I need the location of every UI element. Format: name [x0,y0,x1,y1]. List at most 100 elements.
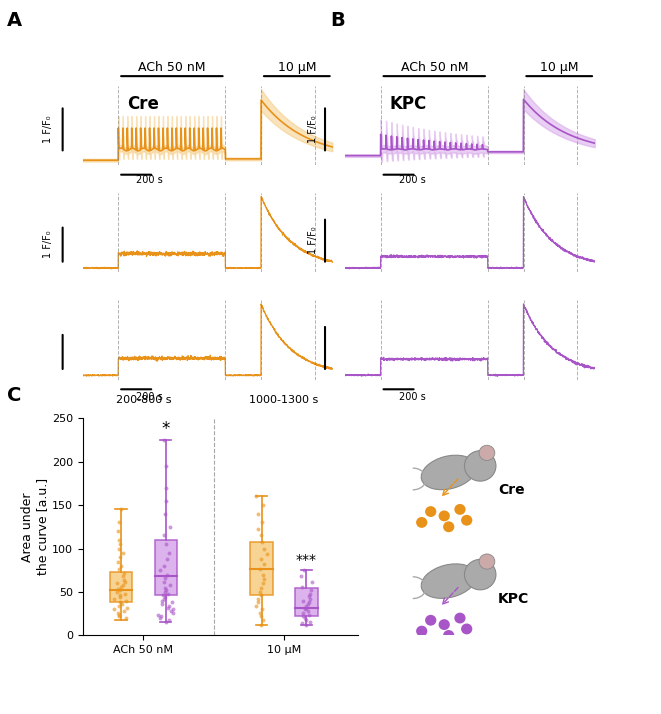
Point [165,521,176,533]
Circle shape [461,515,473,526]
Point [255,590,266,601]
Point [296,618,307,629]
FancyBboxPatch shape [110,572,132,603]
Point [307,576,317,588]
Point [253,593,264,605]
Point [163,600,174,612]
Point [114,591,125,603]
Text: C: C [7,386,21,405]
Point [301,602,312,613]
Point [251,491,261,502]
Point [161,482,172,493]
Point [163,602,174,613]
Point [161,495,171,506]
Point [118,567,129,578]
Point [258,578,268,589]
Point [257,499,268,511]
Circle shape [443,521,454,532]
Circle shape [465,559,496,590]
Point [160,585,171,596]
Point [305,593,315,605]
Point [299,603,310,615]
Text: 1 F/F₀: 1 F/F₀ [43,116,53,144]
Point [114,609,124,620]
FancyBboxPatch shape [295,588,317,616]
Point [303,598,313,610]
Point [112,586,123,598]
Text: 10 μM: 10 μM [278,61,316,74]
Point [300,614,311,625]
Point [159,576,169,588]
Point [159,593,169,605]
Point [299,565,309,576]
Point [297,595,308,606]
Point [160,582,171,593]
Point [108,603,119,615]
Point [303,590,314,602]
Point [253,523,264,535]
Point [251,600,261,612]
Text: 10 μM: 10 μM [540,61,578,74]
FancyBboxPatch shape [251,541,273,595]
Text: B: B [330,11,345,30]
Point [256,610,266,622]
Point [116,503,126,515]
Point [162,553,173,565]
Text: 200 s: 200 s [399,391,425,401]
Circle shape [454,504,465,515]
Circle shape [465,451,496,481]
Point [113,526,124,537]
Point [113,555,124,567]
Point [306,585,317,596]
Circle shape [416,625,428,637]
Text: KPC: KPC [390,95,427,114]
Point [296,581,307,593]
Text: *: * [161,420,170,438]
Point [303,597,314,608]
Point [258,573,269,585]
Circle shape [479,554,495,569]
Point [117,570,128,582]
Point [167,597,177,608]
Point [118,579,128,590]
Point [258,569,268,580]
Point [115,597,126,608]
Circle shape [461,623,473,634]
Point [258,543,269,554]
Point [164,614,175,625]
Point [255,619,266,630]
Point [167,603,178,615]
Point [163,588,174,600]
Point [118,547,128,558]
Text: 200 s: 200 s [399,175,425,185]
Point [159,591,170,603]
Point [159,434,169,446]
Point [114,590,125,601]
Point [256,582,266,593]
Circle shape [439,619,450,630]
Text: A: A [7,11,22,30]
Point [162,569,173,580]
Point [299,613,310,624]
Point [256,553,266,565]
Point [160,461,171,472]
Text: 200-800 s: 200-800 s [116,396,171,406]
Point [168,607,178,618]
Point [115,560,126,572]
Point [120,595,131,606]
Point [256,536,267,547]
Point [120,576,130,588]
Point [298,610,309,622]
Point [120,588,130,600]
Point [113,600,124,612]
Point [165,579,175,590]
Text: Cre: Cre [128,95,159,114]
Point [118,574,129,585]
Point [166,605,176,617]
Circle shape [425,506,436,517]
Point [160,573,171,584]
Point [157,598,167,610]
Point [115,585,126,596]
Ellipse shape [421,456,476,490]
Point [121,613,132,624]
